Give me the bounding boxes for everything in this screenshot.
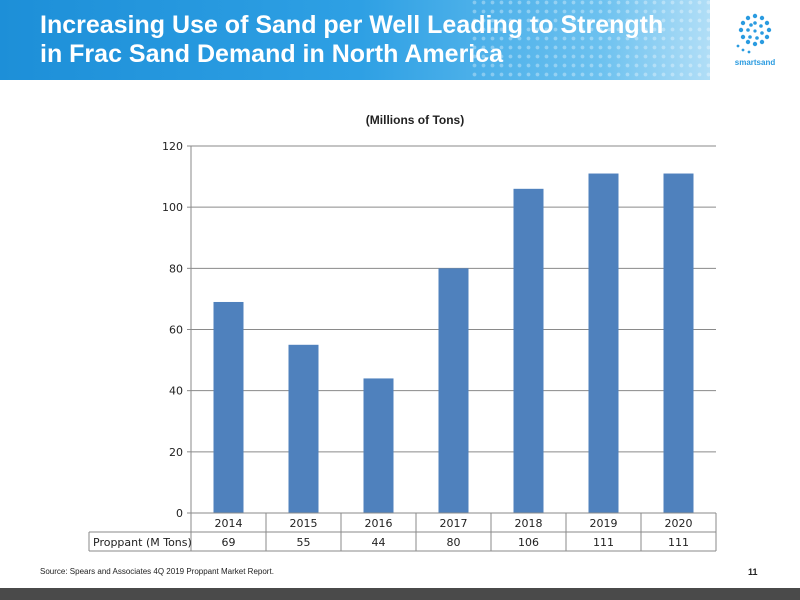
logo: smartsand — [710, 0, 800, 80]
y-tick-label: 60 — [169, 324, 183, 337]
data-label: 111 — [668, 536, 689, 549]
header-dot-pattern — [470, 0, 730, 80]
bar-2020 — [663, 173, 694, 513]
y-tick-label: 40 — [169, 385, 183, 398]
bar-2015 — [288, 344, 319, 513]
y-tick-label: 0 — [176, 507, 183, 520]
x-category-label: 2020 — [665, 517, 693, 530]
y-tick-label: 100 — [162, 201, 183, 214]
bar-2019 — [588, 173, 619, 513]
data-label: 44 — [372, 536, 386, 549]
bar-2016 — [363, 378, 394, 513]
source-note: Source: Spears and Associates 4Q 2019 Pr… — [40, 567, 274, 576]
bar-2018 — [513, 188, 544, 514]
data-label: 111 — [593, 536, 614, 549]
logo-text: smartsand — [734, 58, 776, 67]
bar-2017 — [438, 268, 469, 513]
page-number: 11 — [748, 567, 758, 577]
x-category-label: 2016 — [365, 517, 393, 530]
x-category-label: 2018 — [515, 517, 543, 530]
data-label: 55 — [297, 536, 311, 549]
y-tick-label: 20 — [169, 446, 183, 459]
x-category-label: 2017 — [440, 517, 468, 530]
data-label: 69 — [222, 536, 236, 549]
slide-header: Increasing Use of Sand per Well Leading … — [0, 0, 800, 80]
x-category-label: 2015 — [290, 517, 318, 530]
series-name-label: Proppant (M Tons) — [93, 536, 192, 549]
smartsand-logo-icon — [736, 13, 772, 54]
y-tick-label: 120 — [162, 140, 183, 153]
data-label: 106 — [518, 536, 539, 549]
bar-2014 — [213, 301, 244, 513]
axes: 0 20 40 60 80 100 120 — [162, 140, 716, 520]
y-tick-label: 80 — [169, 262, 183, 275]
x-category-label: 2019 — [590, 517, 618, 530]
bars — [213, 173, 694, 514]
footer-bar — [0, 588, 800, 600]
x-category-label: 2014 — [215, 517, 243, 530]
slide-title: Increasing Use of Sand per Well Leading … — [40, 11, 664, 68]
chart-title: (Millions of Tons) — [365, 113, 465, 127]
data-label: 80 — [447, 536, 461, 549]
data-table: 2014 69 2015 55 2016 44 2017 80 2018 106 2019 111 20… — [88, 513, 717, 552]
